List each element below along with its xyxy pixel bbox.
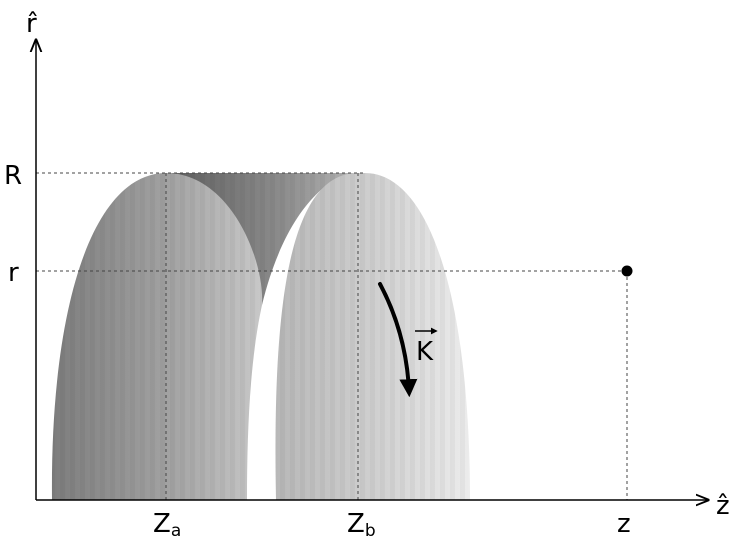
left-arch-stripes	[51, 173, 263, 500]
zb-label-sub: b	[365, 521, 376, 539]
r-label: r	[8, 258, 19, 288]
k-vector-label: K	[416, 337, 434, 367]
r-axis-label: r̂	[26, 9, 37, 39]
zb-label: Zb	[347, 509, 376, 539]
z-label: z	[617, 509, 631, 539]
k-arrow	[378, 282, 418, 398]
guide-lines	[36, 172, 628, 500]
upper-band-stripes	[166, 173, 358, 305]
z-axis-label: ẑ	[716, 491, 730, 521]
right-arch-stripes	[275, 173, 470, 500]
za-label: Za	[153, 509, 181, 539]
zb-label-main: Z	[347, 509, 365, 539]
R-label: R	[4, 161, 22, 191]
za-label-main: Z	[153, 509, 171, 539]
za-label-sub: a	[171, 521, 181, 539]
observation-point	[621, 265, 633, 277]
